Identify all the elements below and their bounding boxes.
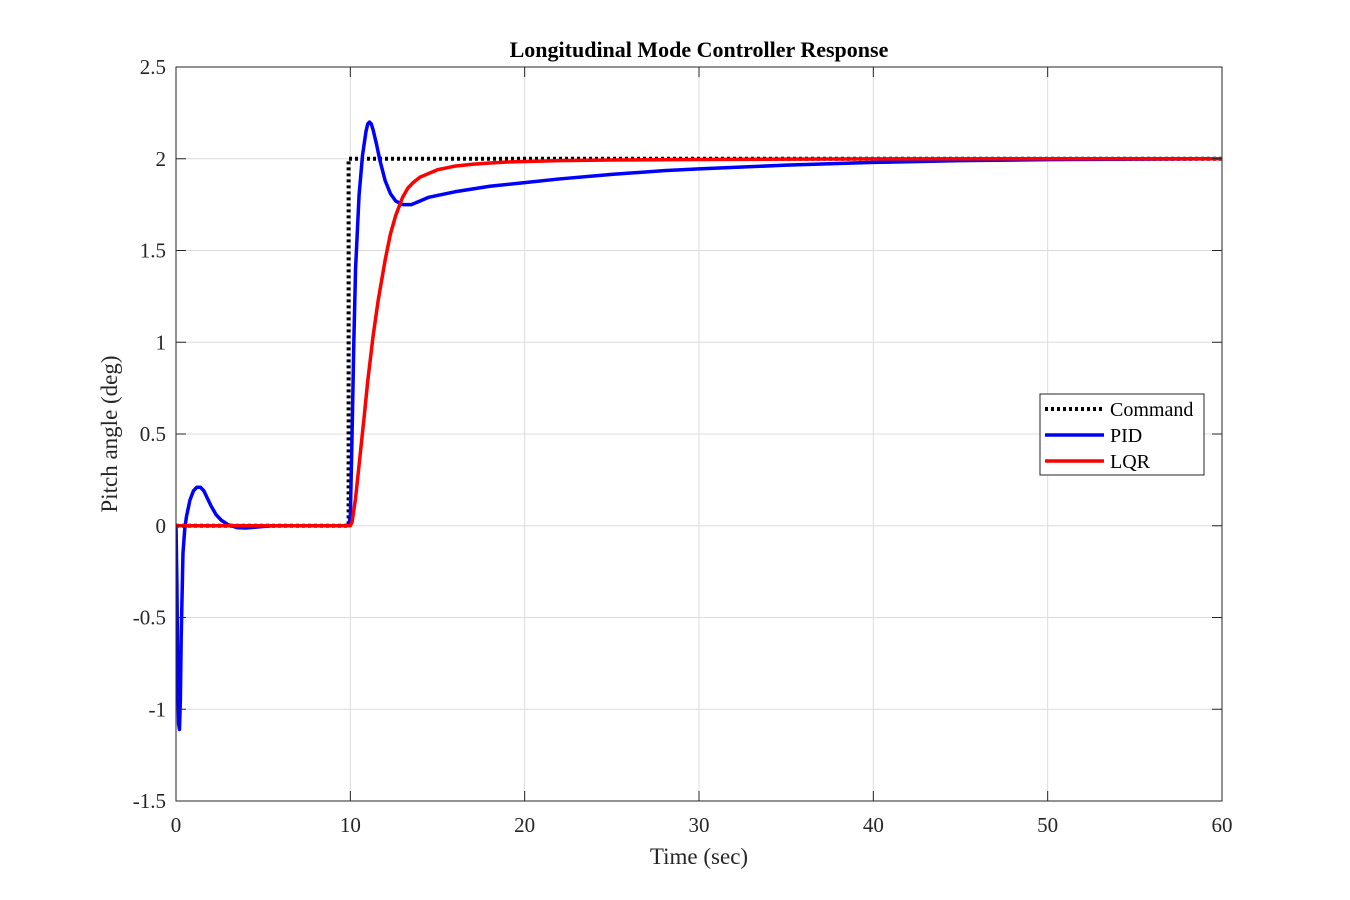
x-tick-label: 30	[689, 813, 710, 837]
x-tick-label: 20	[514, 813, 535, 837]
y-tick-label: -1	[149, 697, 167, 721]
x-tick-label: 10	[340, 813, 361, 837]
legend-label-lqr: LQR	[1110, 451, 1151, 473]
y-tick-label: 0.5	[140, 422, 166, 446]
series-line-pid	[176, 120, 1222, 732]
y-tick-label: 0	[156, 514, 167, 538]
legend: Command PID LQR	[1039, 393, 1205, 476]
y-tick-label: 2	[156, 147, 167, 171]
y-tick-label: 1	[156, 330, 167, 354]
series-layer	[176, 120, 1222, 732]
x-tick-label: 50	[1037, 813, 1058, 837]
y-axis-label: Pitch angle (deg)	[97, 355, 122, 512]
tick-labels: 0 10 20 30 40 50 60 -1.5 -1 -0.5 0 0.5 1 1.5 2 2.5	[133, 55, 1233, 837]
legend-label-command: Command	[1110, 399, 1193, 421]
y-tick-label: 1.5	[140, 239, 166, 263]
y-tick-label: -0.5	[133, 606, 166, 630]
x-tick-label: 60	[1212, 813, 1233, 837]
y-tick-label: -1.5	[133, 789, 166, 813]
ticks	[175, 66, 1223, 802]
x-axis-label: Time (sec)	[650, 844, 748, 869]
x-tick-label: 40	[863, 813, 884, 837]
y-tick-label: 2.5	[140, 55, 166, 79]
x-tick-label: 0	[171, 813, 182, 837]
series-line-lqr	[176, 157, 1222, 528]
legend-label-pid: PID	[1110, 425, 1142, 447]
chart-title: Longitudinal Mode Controller Response	[510, 37, 889, 62]
